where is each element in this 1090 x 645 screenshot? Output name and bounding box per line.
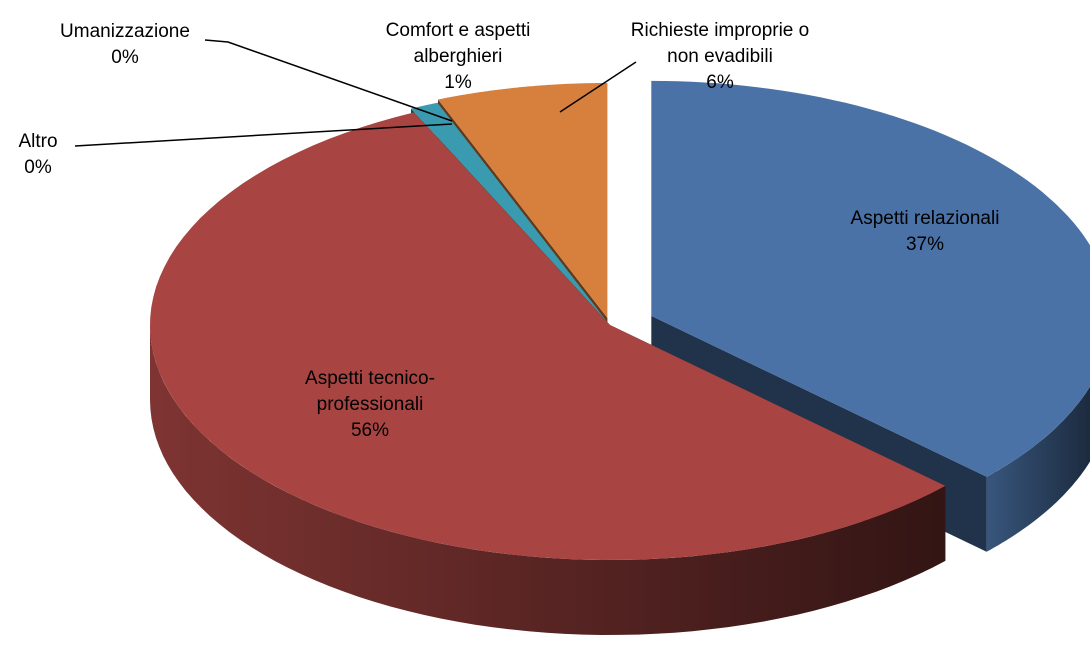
slice [150,112,946,561]
label-name: Umanizzazione [60,21,190,42]
slice [438,83,608,318]
slice-label: Altro 0% [0,129,78,181]
leader-line [204,39,453,122]
leader-line [559,61,637,113]
label-name: Altro [18,131,58,152]
label-name: Comfort e aspetti alberghieri [385,20,531,67]
label-value: 0% [24,157,52,178]
label-name: Aspetti tecnico-professionali [305,368,435,415]
slice [411,102,607,322]
slice-label: Aspetti tecnico-professionali 56% [275,366,465,444]
slice-label: Umanizzazione 0% [40,19,210,71]
label-value: 6% [706,72,734,93]
slice-side [150,325,946,635]
slice-label: Richieste improprie o non evadibili 6% [625,18,815,96]
slice-label: Comfort e aspetti alberghieri 1% [373,18,543,96]
label-name: Richieste improprie o non evadibili [630,20,810,67]
leader-line [74,123,453,147]
label-value: 1% [444,72,472,93]
label-value: 37% [905,234,945,255]
label-name: Aspetti relazionali [850,208,1000,229]
slice [651,80,1090,477]
label-value: 56% [350,420,390,441]
slice-side [986,386,1090,552]
slice [414,112,610,326]
label-value: 0% [111,47,139,68]
slice-label: Aspetti relazionali 37% [810,206,1040,258]
